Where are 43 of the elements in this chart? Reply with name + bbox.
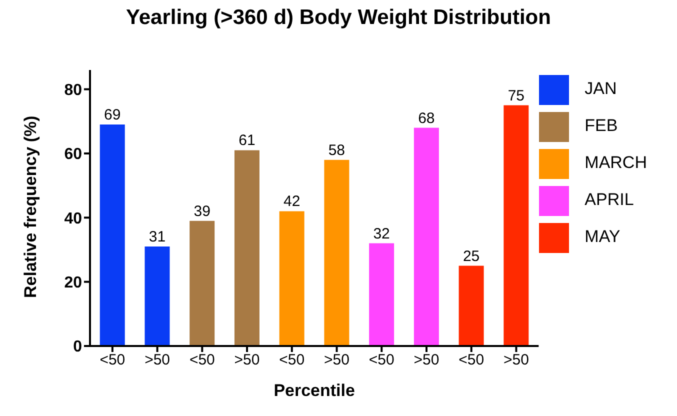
y-tick-label: 80 xyxy=(64,82,82,99)
bar xyxy=(190,220,215,346)
bar xyxy=(369,243,394,346)
y-tick-label: 60 xyxy=(64,146,82,164)
y-tick-label: 0 xyxy=(73,338,82,356)
bar xyxy=(458,266,484,346)
x-tick-label: <50 xyxy=(189,352,215,369)
x-axis-title: Percentile xyxy=(274,381,355,400)
x-tick-label: <50 xyxy=(279,352,305,369)
data-label: 32 xyxy=(373,225,390,242)
bar xyxy=(414,128,439,346)
legend-label: MAY xyxy=(584,227,620,246)
y-tick-label: 40 xyxy=(64,210,82,228)
x-tick-label: >50 xyxy=(414,352,440,369)
x-tick-label: >50 xyxy=(144,352,170,369)
x-tick-label: <50 xyxy=(100,352,126,369)
x-tick-label: >50 xyxy=(234,352,260,369)
bar xyxy=(324,160,350,346)
data-label: 25 xyxy=(462,248,480,265)
data-label: 69 xyxy=(104,106,121,124)
x-tick-label: <50 xyxy=(368,352,394,369)
data-label: 68 xyxy=(418,110,435,127)
y-axis-title: Relative frequency (%) xyxy=(21,116,40,298)
x-tick-label: <50 xyxy=(458,352,484,369)
legend-label: JAN xyxy=(584,79,617,98)
legend-label: APRIL xyxy=(584,190,634,209)
data-label: 39 xyxy=(194,202,210,220)
x-tick-label: >50 xyxy=(324,352,350,369)
data-label: 42 xyxy=(283,193,300,210)
y-tick-label: 20 xyxy=(64,274,82,292)
chart-title: Yearling (>360 d) Body Weight Distribution xyxy=(125,6,552,30)
bar xyxy=(144,246,170,346)
bar xyxy=(234,150,260,346)
data-label: 75 xyxy=(508,87,525,104)
legend-label: MARCH xyxy=(584,153,647,172)
data-label: 58 xyxy=(328,142,346,159)
bar xyxy=(100,124,125,346)
data-label: 31 xyxy=(148,228,166,246)
bar xyxy=(279,211,304,346)
legend-label: FEB xyxy=(584,116,618,135)
bar xyxy=(504,105,529,346)
x-tick-label: >50 xyxy=(503,352,529,369)
data-label: 61 xyxy=(238,132,256,150)
